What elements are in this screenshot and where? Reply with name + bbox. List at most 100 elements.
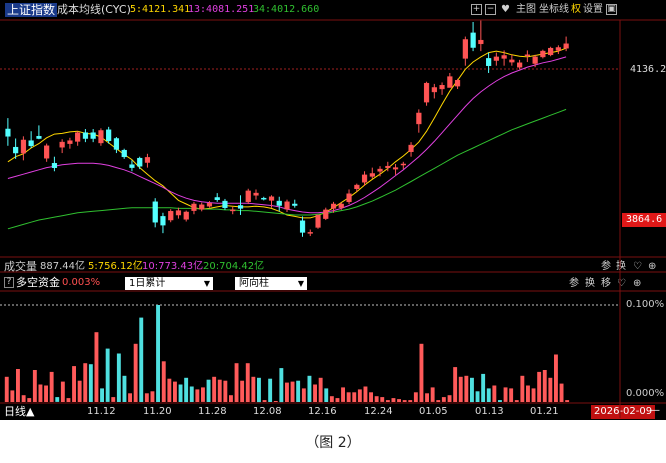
fund-bar — [520, 375, 525, 402]
zoom-out-icon[interactable]: − — [485, 4, 496, 15]
fund-bar — [55, 397, 60, 402]
candle — [323, 207, 329, 221]
fund-panel-icon[interactable]: ? — [4, 277, 14, 288]
index-title[interactable]: 上证指数 — [5, 3, 58, 17]
fund-bar — [66, 398, 71, 402]
accumulation-select-value: 1日累计 — [129, 278, 166, 289]
volume-ma5: 5:756.12亿 — [88, 261, 143, 272]
fund-bar — [458, 376, 463, 402]
candle — [199, 202, 205, 212]
candle — [493, 52, 499, 66]
candle — [28, 131, 34, 148]
fund-bar — [156, 305, 160, 402]
volume-param-button[interactable]: 参 — [601, 261, 611, 272]
fund-bar — [374, 396, 379, 402]
candle — [486, 52, 492, 73]
coordinate-line-button[interactable]: 坐标线 — [539, 4, 569, 15]
main-chart-button[interactable]: 主图 — [516, 4, 536, 15]
fund-bar — [10, 390, 15, 402]
volume-total: 887.44亿 — [40, 261, 85, 272]
fund-bar — [217, 379, 222, 402]
date-tick-label: 11.12 — [87, 406, 116, 417]
fund-bar — [279, 368, 284, 403]
indicator-name[interactable]: 成本均线(CYC) — [57, 3, 131, 16]
fund-bar — [425, 393, 429, 402]
zoom-in-icon[interactable]: + — [471, 4, 482, 15]
fund-bar — [32, 370, 37, 402]
fund-bar — [111, 397, 116, 402]
date-tick-label: 01.13 — [475, 406, 504, 417]
fund-bar — [223, 380, 228, 402]
candle — [548, 46, 554, 57]
candle — [144, 153, 151, 168]
fund-bar — [234, 363, 239, 402]
candle — [36, 125, 42, 140]
fund-bar — [318, 377, 323, 403]
candle — [330, 201, 337, 213]
expand-icon[interactable]: ▣ — [606, 4, 617, 15]
accumulation-select[interactable]: 1日累计 ▼ — [125, 277, 213, 290]
candle — [299, 216, 306, 237]
fund-bar — [498, 400, 502, 402]
candle — [447, 72, 453, 88]
fund-bar — [481, 373, 486, 402]
bar-type-select[interactable]: 阿向柱 ▼ — [235, 277, 307, 290]
candle — [524, 50, 530, 63]
candle — [563, 36, 569, 52]
fund-bar — [133, 343, 138, 402]
fund-bar — [144, 393, 149, 402]
fund-switch-button[interactable]: 换 — [585, 278, 595, 289]
candle — [439, 82, 445, 95]
candle — [20, 136, 27, 161]
price-label-low: 3864.6 — [622, 213, 666, 227]
fund-favorite-icon[interactable]: ♡ — [617, 278, 626, 289]
candle — [152, 198, 158, 228]
fund-panel-value: 0.003% — [62, 277, 101, 288]
fund-bar — [554, 354, 558, 402]
candle — [253, 189, 259, 200]
candle — [470, 22, 476, 52]
candle — [369, 167, 375, 179]
volume-add-icon[interactable]: ⊕ — [648, 261, 657, 272]
candle — [44, 143, 50, 162]
fund-bar — [492, 385, 497, 402]
favorite-heart-icon[interactable]: ♥ — [501, 4, 510, 15]
fund-bar — [206, 379, 211, 402]
volume-ma10: 10:773.43亿 — [142, 261, 204, 272]
fund-add-icon[interactable]: ⊕ — [633, 278, 642, 289]
volume-favorite-icon[interactable]: ♡ — [633, 261, 642, 272]
candle — [509, 54, 515, 66]
period-selector[interactable]: 日线▲ — [4, 405, 34, 419]
cyc34-value: 34:4012.660 — [253, 4, 320, 15]
fund-move-button[interactable]: 移 — [601, 278, 611, 289]
rights-button[interactable]: 权 — [571, 4, 581, 15]
candle — [113, 137, 120, 154]
candle — [175, 207, 182, 219]
fund-bar — [290, 381, 295, 402]
settings-button[interactable]: 设置 — [583, 4, 603, 15]
fund-param-button[interactable]: 参 — [569, 278, 579, 289]
fund-bar — [503, 387, 508, 402]
fund-bar — [419, 343, 424, 402]
candle — [230, 206, 236, 215]
fund-bar — [526, 385, 530, 402]
cyc-line-13 — [7, 56, 567, 214]
fund-bar — [72, 366, 76, 402]
fund-bar — [509, 388, 514, 402]
price-label-high: 4136.2 — [630, 64, 666, 75]
candle — [354, 183, 360, 192]
candle — [51, 156, 58, 172]
volume-switch-button[interactable]: 换 — [616, 261, 626, 272]
date-tick-label: 12.08 — [253, 406, 282, 417]
candle — [245, 188, 251, 205]
fund-bar — [167, 378, 172, 402]
candle — [338, 202, 344, 210]
fund-bar — [285, 382, 289, 402]
candle — [206, 201, 213, 208]
date-tick-label: 11.20 — [143, 406, 172, 417]
fund-bar — [184, 377, 189, 403]
date-scroll-icon[interactable]: — — [650, 405, 660, 416]
dropdown-arrow-icon: ▼ — [203, 279, 210, 288]
candle — [423, 81, 430, 106]
candle — [462, 36, 468, 66]
